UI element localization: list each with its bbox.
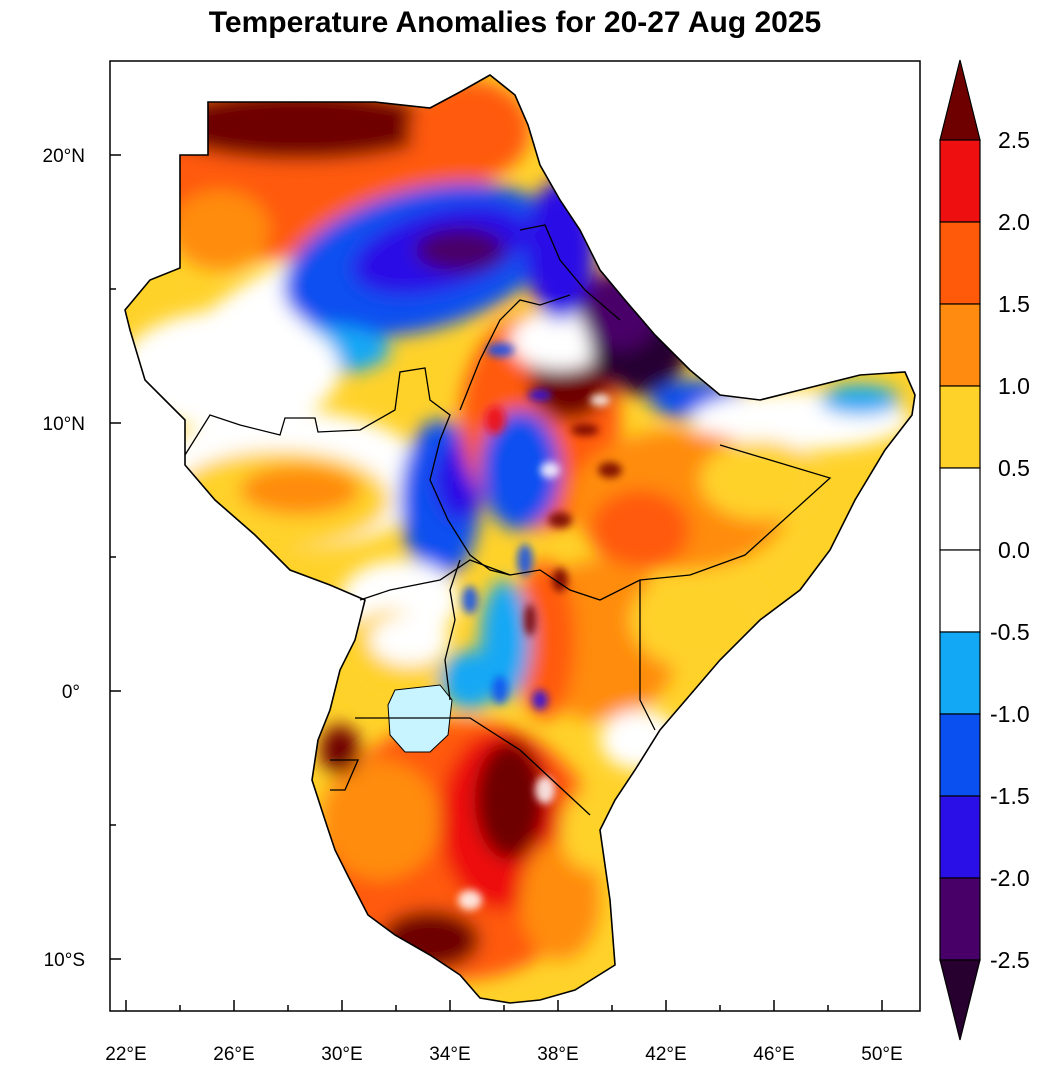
colorbar-cell xyxy=(939,713,981,797)
lon-label: 46°E xyxy=(753,1044,794,1065)
lat-labels: 20°N 10°N 0° 10°S xyxy=(43,146,85,971)
lon-label: 38°E xyxy=(537,1044,578,1065)
colorbar-cell xyxy=(939,221,981,305)
axis-ticks xyxy=(110,154,883,1011)
country-borders xyxy=(184,224,832,816)
colorbar-extend-high xyxy=(939,59,981,141)
colorbar-cell xyxy=(939,385,981,469)
lat-label: 10°S xyxy=(44,950,85,971)
colorbar-label: -2.0 xyxy=(990,865,1030,891)
lat-label: 20°N xyxy=(43,146,85,167)
lon-label: 34°E xyxy=(429,1044,470,1065)
colorbar-label: -1.0 xyxy=(990,701,1030,727)
map-title: Temperature Anomalies for 20-27 Aug 2025 xyxy=(208,6,822,39)
colorbar-label: 1.0 xyxy=(998,373,1030,399)
lon-label: 50°E xyxy=(861,1044,902,1065)
colorbar: 2.5 2.0 1.5 1.0 0.5 0.0 -0.5 -1.0 -1.5 -… xyxy=(939,59,1030,1041)
colorbar-label: -1.5 xyxy=(990,783,1030,809)
lon-label: 42°E xyxy=(645,1044,686,1065)
lon-label: 30°E xyxy=(321,1044,362,1065)
lat-label: 0° xyxy=(62,682,80,703)
colorbar-label: -0.5 xyxy=(990,619,1030,645)
colorbar-cell xyxy=(939,877,981,961)
colorbar-cell xyxy=(939,631,981,715)
lon-label: 26°E xyxy=(213,1044,254,1065)
lon-label: 22°E xyxy=(105,1044,146,1065)
region-coastline xyxy=(124,74,916,1004)
colorbar-cell xyxy=(939,303,981,387)
colorbar-cell xyxy=(939,467,981,551)
colorbar-label: 0.5 xyxy=(998,455,1030,481)
colorbar-cell xyxy=(939,795,981,879)
colorbar-cell xyxy=(939,549,981,633)
colorbar-label: 0.0 xyxy=(998,537,1030,563)
colorbar-label: 2.0 xyxy=(998,209,1030,235)
colorbar-label: -2.5 xyxy=(990,947,1030,973)
colorbar-cell xyxy=(939,139,981,223)
colorbar-label: 1.5 xyxy=(998,291,1030,317)
colorbar-extend-low xyxy=(939,959,981,1041)
colorbar-label: 2.5 xyxy=(998,127,1030,153)
lat-label: 10°N xyxy=(43,414,85,435)
lon-labels: 22°E 26°E 30°E 34°E 38°E 42°E 46°E 50°E xyxy=(105,1044,902,1065)
